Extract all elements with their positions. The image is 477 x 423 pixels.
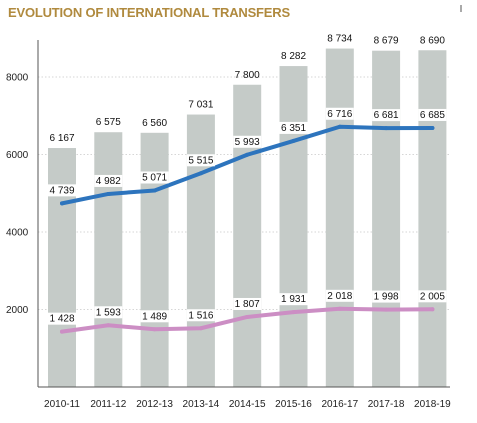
bar-2012-13: [140, 132, 169, 387]
x-tick-label: 2018-19: [414, 399, 451, 410]
line-value-label: 4 982: [96, 176, 121, 187]
line-point: [291, 138, 296, 143]
line-point: [60, 329, 64, 334]
x-axis-ticks: 2010-11 2011-12 2012-13 2013-14 2014-15 2015-…: [44, 399, 451, 410]
label-background: [186, 309, 215, 322]
bar-series: [48, 48, 447, 388]
label-background: [140, 310, 169, 323]
label-background: [94, 174, 123, 187]
line-point: [430, 307, 435, 312]
label-background: [418, 290, 447, 303]
line-point: [337, 124, 342, 129]
line-value-label: 1 593: [96, 307, 121, 318]
line-point: [152, 327, 157, 332]
line-point: [337, 306, 342, 311]
line-point: [60, 201, 64, 206]
line-point: [430, 125, 435, 130]
line-value-label: 4 739: [49, 185, 74, 196]
x-tick-label: 2011-12: [90, 399, 126, 410]
bar-2017-18: [372, 50, 401, 387]
label-background: [372, 109, 401, 122]
x-tick-label: 2010-11: [44, 399, 80, 410]
label-background: [233, 135, 262, 148]
y-tick-label: 8000: [6, 73, 29, 84]
bar-2014-15: [233, 84, 262, 387]
line-point: [245, 152, 250, 157]
x-tick-label: 2016-17: [321, 399, 358, 410]
axes: [37, 5, 462, 388]
label-background: [325, 107, 354, 120]
line-point: [384, 126, 389, 131]
y-tick-label: 2000: [6, 305, 29, 316]
bar-value-label: 8 734: [327, 34, 352, 45]
label-background: [140, 171, 169, 184]
line-value-label: 2 018: [327, 291, 352, 302]
line-value-label: 1 516: [188, 310, 213, 321]
bar-value-label: 6 575: [96, 117, 121, 128]
x-tick-label: 2017-18: [368, 399, 405, 410]
line-value-label: 1 807: [235, 299, 260, 310]
line-point: [106, 191, 111, 196]
bar-value-label: 7 800: [235, 70, 260, 81]
line-point: [384, 307, 389, 312]
line-value-label: 2 005: [420, 291, 445, 302]
line-point: [291, 310, 296, 315]
data-labels: 6 167 6 575 6 560 7 031 7 800 8 282 8 734 8 679…: [48, 34, 447, 325]
line-value-label: 5 993: [235, 137, 260, 148]
bar-value-label: 8 690: [420, 35, 445, 46]
bar-value-label: 6 167: [49, 133, 74, 144]
line-value-label: 1 428: [49, 314, 74, 325]
label-background: [279, 121, 308, 134]
line-value-label: 5 515: [188, 155, 213, 166]
chart-title: EVOLUTION OF INTERNATIONAL TRANSFERS: [8, 5, 290, 20]
x-tick-label: 2012-13: [136, 399, 173, 410]
bar-value-label: 7 031: [188, 100, 213, 111]
bar-2018-19: [418, 50, 447, 387]
y-axis-ticks: 2000 4000 6000 8000: [6, 73, 29, 317]
x-tick-label: 2013-14: [183, 399, 220, 410]
label-background: [325, 289, 354, 302]
bar-2010-11: [48, 148, 76, 387]
label-background: [418, 108, 447, 121]
label-background: [372, 290, 401, 303]
x-tick-label: 2015-16: [275, 399, 312, 410]
label-background: [279, 293, 308, 306]
label-background: [94, 306, 123, 319]
line-value-label: 5 071: [142, 172, 167, 183]
line-value-label: 6 681: [374, 110, 399, 121]
line-point: [198, 171, 203, 176]
y-tick-label: 6000: [6, 150, 29, 161]
label-background: [48, 184, 76, 197]
line-point: [198, 326, 203, 331]
line-point: [106, 323, 111, 328]
bar-2011-12: [94, 132, 123, 387]
bar-2015-16: [279, 66, 308, 387]
label-background: [233, 297, 262, 310]
line-value-label: 6 351: [281, 123, 306, 134]
line-value-label: 1 931: [281, 294, 306, 305]
label-background: [186, 154, 215, 167]
line-value-label: 1 489: [142, 311, 167, 322]
line-value-label: 6 716: [327, 109, 352, 120]
y-tick-label: 4000: [6, 228, 29, 239]
bar-value-label: 8 679: [374, 36, 399, 47]
line-point: [245, 314, 250, 319]
bar-2016-17: [325, 48, 354, 388]
line-value-label: 1 998: [374, 292, 399, 303]
line-point: [152, 188, 157, 193]
x-tick-label: 2014-15: [229, 399, 266, 410]
bar-value-label: 8 282: [281, 51, 306, 62]
line-value-label: 6 685: [420, 110, 445, 121]
line-series: [60, 124, 435, 334]
bar-value-label: 6 560: [142, 118, 167, 129]
label-background: [48, 312, 76, 325]
